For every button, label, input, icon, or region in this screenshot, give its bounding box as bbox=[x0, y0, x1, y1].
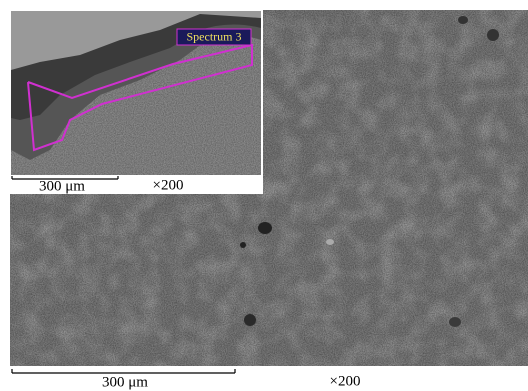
magnification: ×200 bbox=[153, 177, 184, 193]
spectrum-label: Spectrum 3 bbox=[187, 29, 242, 43]
scale-bar-label: 300 μm bbox=[39, 178, 85, 194]
page: {"main_image": {"scale_bar_label": "300 … bbox=[0, 0, 528, 391]
scale-bar-label: 300 μm bbox=[102, 374, 148, 390]
magnification: ×200 bbox=[330, 373, 361, 389]
inset: Spectrum 3 300 μm ×200 bbox=[10, 10, 263, 194]
figure: Spectrum 3 300 μm ×200 300 μm ×200 bbox=[0, 0, 528, 391]
